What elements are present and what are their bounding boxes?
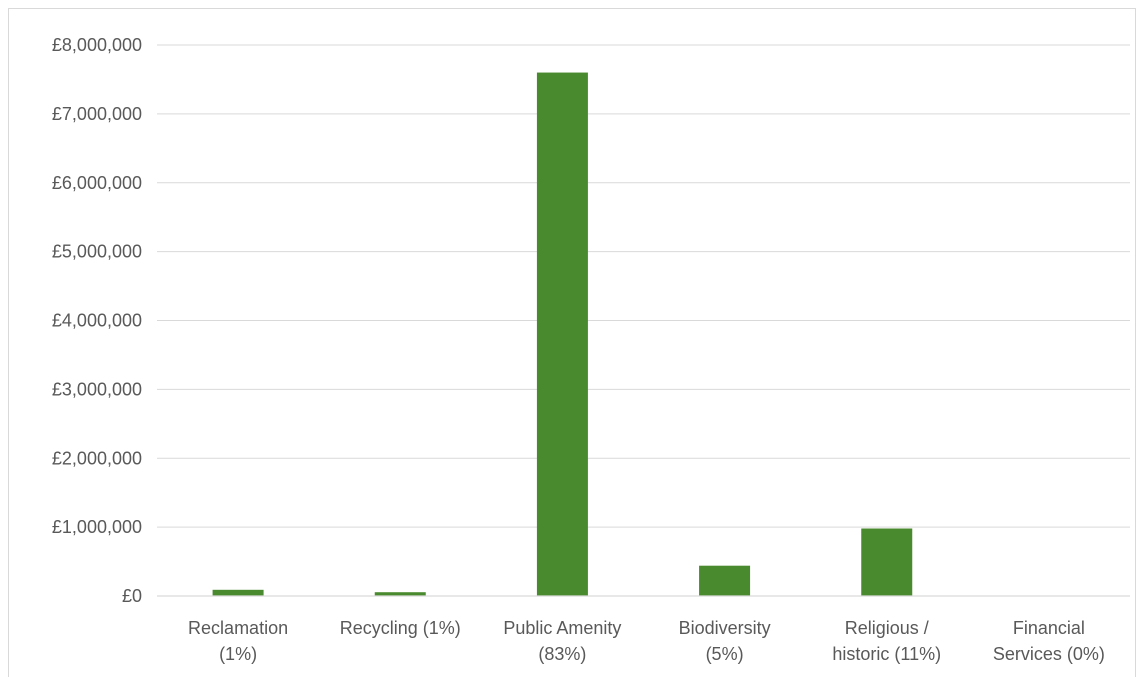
x-tick-label: Reclamation (1%) bbox=[188, 618, 288, 664]
y-tick-label: £4,000,000 bbox=[52, 311, 142, 331]
y-tick-label: £8,000,000 bbox=[52, 35, 142, 55]
chart-frame bbox=[8, 8, 1136, 677]
x-tick-label-line: Biodiversity bbox=[679, 618, 771, 638]
bar-4 bbox=[861, 528, 913, 596]
bar-3 bbox=[699, 565, 751, 596]
x-tick-label: Recycling (1%) bbox=[340, 618, 461, 638]
x-tick-label-line: historic (11%) bbox=[832, 644, 941, 664]
x-tick-label-line: (1%) bbox=[219, 644, 257, 664]
bar-0 bbox=[212, 589, 264, 596]
x-tick-label: Financial Services (0%) bbox=[993, 618, 1105, 664]
bar-2 bbox=[536, 72, 588, 597]
x-tick-label-line: (83%) bbox=[538, 644, 586, 664]
x-tick-label-line: Religious / bbox=[845, 618, 929, 638]
x-tick-label-line: Services (0%) bbox=[993, 644, 1105, 664]
x-tick-label: Religious / historic (11%) bbox=[832, 618, 941, 664]
x-tick-label-line: Financial bbox=[1013, 618, 1085, 638]
x-tick-label-line: (5%) bbox=[706, 644, 744, 664]
y-tick-label: £3,000,000 bbox=[52, 379, 142, 399]
y-tick-label: £0 bbox=[122, 586, 142, 606]
x-tick-label: Public Amenity (83%) bbox=[503, 618, 621, 664]
y-tick-label: £2,000,000 bbox=[52, 448, 142, 468]
y-tick-label: £1,000,000 bbox=[52, 517, 142, 537]
y-tick-label: £5,000,000 bbox=[52, 242, 142, 262]
bar-1 bbox=[374, 592, 426, 596]
y-tick-label: £6,000,000 bbox=[52, 173, 142, 193]
x-tick-label: Biodiversity (5%) bbox=[679, 618, 771, 664]
y-tick-label: £7,000,000 bbox=[52, 104, 142, 124]
x-tick-label-line: Reclamation bbox=[188, 618, 288, 638]
x-tick-label-line: Public Amenity bbox=[503, 618, 621, 638]
x-tick-label-line: Recycling (1%) bbox=[340, 618, 461, 638]
